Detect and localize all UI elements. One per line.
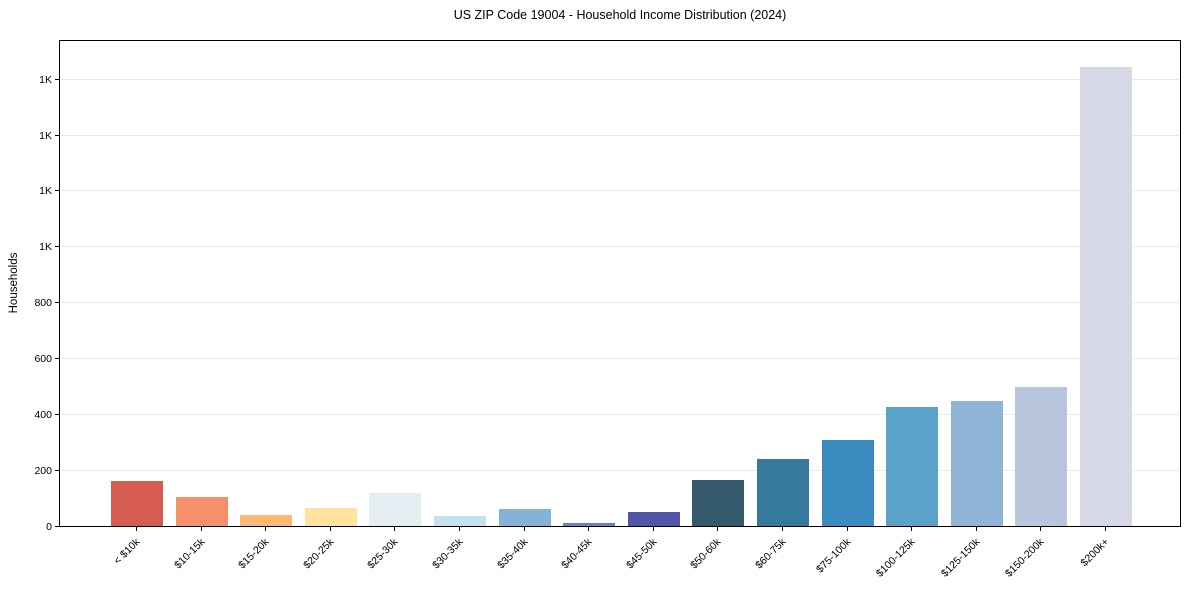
y-tick-label: 200 <box>34 465 52 478</box>
y-tick-mark <box>55 78 59 80</box>
y-tick-mark <box>55 414 59 416</box>
gridline <box>60 190 1180 192</box>
bar-$75-100k <box>821 439 874 526</box>
y-tick-label: 600 <box>34 353 52 366</box>
x-tick-mark <box>458 527 460 531</box>
bar-$15-20k <box>240 514 293 526</box>
bar-$25-30k <box>369 493 422 526</box>
y-tick-label: 1K <box>39 185 52 198</box>
x-tick-mark <box>975 527 977 531</box>
y-tick-mark <box>55 302 59 304</box>
x-tick-mark <box>1040 527 1042 531</box>
y-tick-label: 1K <box>39 73 52 86</box>
x-tick-mark <box>135 527 137 531</box>
bar-$50-60k <box>692 480 745 526</box>
y-tick-mark <box>55 134 59 136</box>
gridline <box>60 470 1180 472</box>
gridline <box>60 414 1180 416</box>
x-tick-mark <box>523 527 525 531</box>
y-tick-mark <box>55 526 59 527</box>
bar-$200k+ <box>1079 67 1132 526</box>
x-tick-mark <box>588 527 590 531</box>
bar-$45-50k <box>627 512 680 526</box>
y-tick-label: 0 <box>46 521 52 533</box>
bar-$10-15k <box>175 496 228 526</box>
x-tick-mark <box>781 527 783 531</box>
chart-title: US ZIP Code 19004 - Household Income Dis… <box>453 8 787 22</box>
bar-$20-25k <box>304 508 357 526</box>
y-tick-mark <box>55 470 59 472</box>
gridline <box>60 358 1180 360</box>
y-tick-label: 800 <box>34 297 52 310</box>
x-tick-mark <box>911 527 913 531</box>
x-tick-label: < $10k <box>111 536 143 567</box>
gridline <box>60 134 1180 136</box>
x-tick-mark <box>717 527 719 531</box>
bar-< $10k <box>110 481 163 526</box>
bar-$150-200k <box>1015 386 1068 526</box>
bar-$35-40k <box>498 508 551 526</box>
x-tick-mark <box>846 527 848 531</box>
y-tick-mark <box>55 246 59 248</box>
bar-$100-125k <box>886 407 939 526</box>
bar-$125-150k <box>950 401 1003 526</box>
y-tick-label: 400 <box>34 409 52 422</box>
y-tick-mark <box>55 190 59 192</box>
gridline <box>60 78 1180 80</box>
bar-$30-35k <box>433 515 486 526</box>
gridline <box>60 302 1180 304</box>
gridline <box>60 246 1180 248</box>
y-tick-label: 1K <box>39 241 52 254</box>
y-tick-mark <box>55 358 59 360</box>
x-tick-mark <box>394 527 396 531</box>
bar-$60-75k <box>756 458 809 526</box>
x-tick-mark <box>1104 527 1106 531</box>
x-tick-mark <box>652 527 654 531</box>
x-tick-mark <box>200 527 202 531</box>
y-axis-label: Households <box>8 252 20 314</box>
x-tick-mark <box>329 527 331 531</box>
plot-area <box>59 40 1181 527</box>
x-tick-mark <box>265 527 267 531</box>
bar-$40-45k <box>563 522 616 526</box>
y-tick-label: 1K <box>39 129 52 142</box>
